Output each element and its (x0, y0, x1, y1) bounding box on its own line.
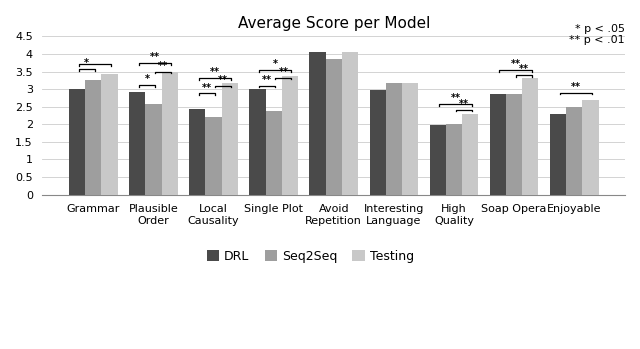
Bar (402, 83, 418, 195)
Bar (369, 90, 386, 195)
Text: **: ** (158, 61, 168, 71)
Text: * p < .05
** p < .01: * p < .05 ** p < .01 (570, 24, 625, 45)
Bar (189, 109, 205, 195)
Bar (282, 76, 298, 195)
Bar (309, 52, 326, 195)
Bar (205, 117, 221, 195)
Bar (85, 80, 101, 195)
Bar (386, 83, 402, 195)
Bar (161, 72, 178, 195)
Text: *: * (145, 74, 149, 84)
Title: Average Score per Model: Average Score per Model (237, 16, 430, 31)
Text: **: ** (150, 52, 160, 62)
Bar (462, 114, 478, 195)
Bar (250, 89, 266, 195)
Text: **: ** (451, 93, 461, 103)
Text: **: ** (218, 75, 228, 85)
Bar (101, 74, 118, 195)
Bar (566, 107, 582, 195)
Text: **: ** (210, 67, 220, 77)
Bar (550, 114, 566, 195)
Text: **: ** (571, 82, 580, 92)
Bar (145, 104, 161, 195)
Text: **: ** (278, 67, 289, 77)
Text: *: * (84, 58, 90, 68)
Text: **: ** (459, 99, 468, 109)
Bar (429, 125, 446, 195)
Text: **: ** (511, 59, 521, 69)
Bar (266, 111, 282, 195)
Text: **: ** (262, 75, 272, 85)
Bar (582, 100, 598, 195)
Legend: DRL, Seq2Seq, Testing: DRL, Seq2Seq, Testing (202, 245, 419, 268)
Bar (326, 59, 342, 195)
Bar (446, 124, 462, 195)
Text: **: ** (519, 65, 529, 74)
Text: *: * (273, 59, 278, 69)
Bar (342, 52, 358, 195)
Bar (69, 89, 85, 195)
Bar (522, 78, 538, 195)
Bar (129, 92, 145, 195)
Bar (490, 95, 506, 195)
Bar (506, 95, 522, 195)
Text: **: ** (202, 83, 212, 93)
Bar (221, 83, 238, 195)
